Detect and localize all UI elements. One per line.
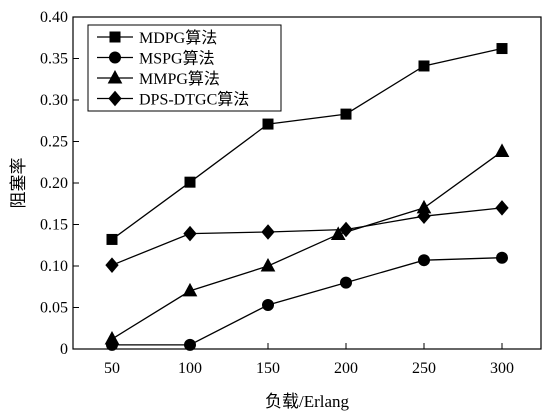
legend-marker [109, 31, 121, 43]
legend-entry: DPS-DTGC算法 [97, 90, 249, 109]
legend-label: MSPG算法 [139, 49, 215, 68]
data-point [495, 200, 509, 216]
y-tick-label: 0.05 [40, 300, 68, 317]
y-tick-label: 0.30 [40, 92, 68, 109]
series-square [106, 43, 508, 245]
data-point [184, 338, 196, 351]
data-point [184, 176, 196, 188]
data-point [182, 282, 198, 297]
data-point [262, 299, 274, 312]
legend-entry: MSPG算法 [97, 49, 215, 68]
y-tick-label: 0.10 [40, 258, 68, 275]
x-axis: 50 100 150 200 250 300 [104, 343, 514, 377]
data-point [339, 221, 353, 238]
x-tick-label: 250 [412, 360, 436, 377]
data-point [417, 208, 431, 224]
y-axis-label: 阻塞率 [9, 158, 28, 209]
legend-marker [108, 90, 122, 107]
y-tick-label: 0.15 [40, 217, 68, 234]
series-line [111, 150, 503, 340]
series-line [112, 257, 503, 346]
x-axis-label: 负载/Erlang [265, 392, 350, 411]
x-tick-label: 50 [104, 360, 120, 377]
data-point [104, 330, 120, 345]
data-point [496, 43, 508, 55]
y-tick-label: 0.40 [40, 9, 68, 26]
x-tick-label: 200 [334, 360, 358, 377]
legend-label: MDPG算法 [139, 28, 217, 47]
y-axis: 0 0.05 0.10 0.15 0.20 0.25 0.30 0.35 0.40 [40, 9, 79, 358]
y-tick-label: 0.20 [40, 175, 68, 192]
series-circle [106, 251, 508, 351]
legend-label: MMPG算法 [139, 69, 220, 88]
data-point [105, 257, 119, 273]
data-point [340, 276, 352, 289]
data-point [418, 60, 430, 72]
data-point [496, 251, 508, 264]
legend-label: DPS-DTGC算法 [139, 90, 249, 109]
data-point [494, 143, 510, 157]
series-layer [104, 43, 510, 351]
series-line [111, 47, 503, 240]
x-tick-label: 150 [256, 360, 280, 377]
data-point [183, 225, 197, 242]
series-line [111, 207, 503, 266]
data-point [106, 233, 118, 245]
series-diamond [105, 200, 509, 273]
legend-marker [107, 69, 123, 84]
x-tick-label: 100 [178, 360, 202, 377]
legend-entry: MMPG算法 [97, 69, 220, 88]
y-tick-label: 0 [60, 341, 68, 358]
data-point [262, 118, 274, 130]
data-point [261, 224, 275, 240]
data-point [330, 226, 346, 240]
x-tick-label: 300 [490, 360, 514, 377]
legend-marker [109, 51, 121, 64]
data-point [418, 254, 430, 267]
legend-entry: MDPG算法 [97, 28, 217, 47]
y-tick-label: 0.35 [40, 51, 68, 68]
y-tick-label: 0.25 [40, 134, 68, 151]
data-point [260, 257, 276, 272]
series-triangle [104, 143, 510, 345]
data-point [340, 108, 352, 120]
